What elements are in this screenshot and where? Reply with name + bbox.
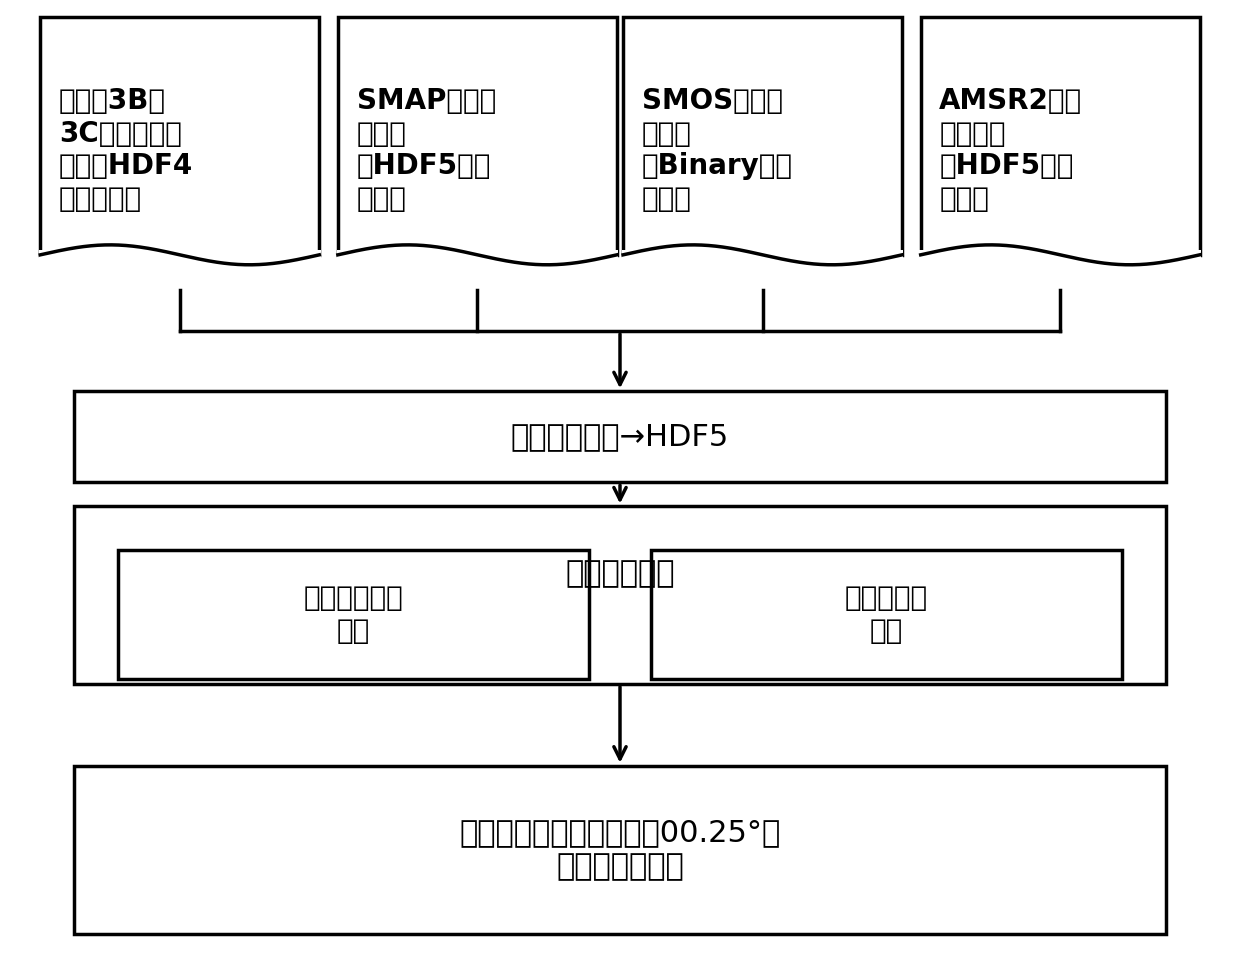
Polygon shape — [622, 245, 901, 265]
Text: SMOS亮度温
度产品
（Binary存储
格式）: SMOS亮度温 度产品 （Binary存储 格式） — [642, 87, 792, 213]
Text: 风云（3B、
3C）亮度温度
产品（HDF4
存储格式）: 风云（3B、 3C）亮度温度 产品（HDF4 存储格式） — [58, 87, 193, 213]
Bar — [38, 250, 320, 284]
Text: 空间拼接、产生一致化的00.25°亮
度温度产品序列: 空间拼接、产生一致化的00.25°亮 度温度产品序列 — [459, 818, 781, 881]
FancyBboxPatch shape — [651, 549, 1122, 680]
Bar — [919, 250, 1200, 284]
Polygon shape — [337, 245, 618, 265]
Polygon shape — [40, 245, 320, 265]
Bar — [621, 250, 903, 284]
FancyBboxPatch shape — [337, 16, 618, 254]
Text: 距离最近点
投影: 距离最近点 投影 — [844, 585, 929, 644]
FancyBboxPatch shape — [118, 549, 589, 680]
FancyBboxPatch shape — [74, 766, 1166, 933]
Bar — [337, 250, 619, 284]
FancyBboxPatch shape — [74, 507, 1166, 684]
Polygon shape — [920, 245, 1199, 265]
Text: 面积加权平均
聚合: 面积加权平均 聚合 — [304, 585, 403, 644]
Text: 重新抄样处理: 重新抄样处理 — [565, 559, 675, 588]
Text: AMSR2亮度
温度产品
（HDF5存储
格式）: AMSR2亮度 温度产品 （HDF5存储 格式） — [940, 87, 1083, 213]
FancyBboxPatch shape — [622, 16, 901, 254]
Text: 数据格式转换→HDF5: 数据格式转换→HDF5 — [511, 422, 729, 451]
FancyBboxPatch shape — [74, 392, 1166, 482]
FancyBboxPatch shape — [920, 16, 1199, 254]
FancyBboxPatch shape — [40, 16, 320, 254]
Text: SMAP亮度温
度产品
（HDF5存储
格式）: SMAP亮度温 度产品 （HDF5存储 格式） — [357, 87, 496, 213]
